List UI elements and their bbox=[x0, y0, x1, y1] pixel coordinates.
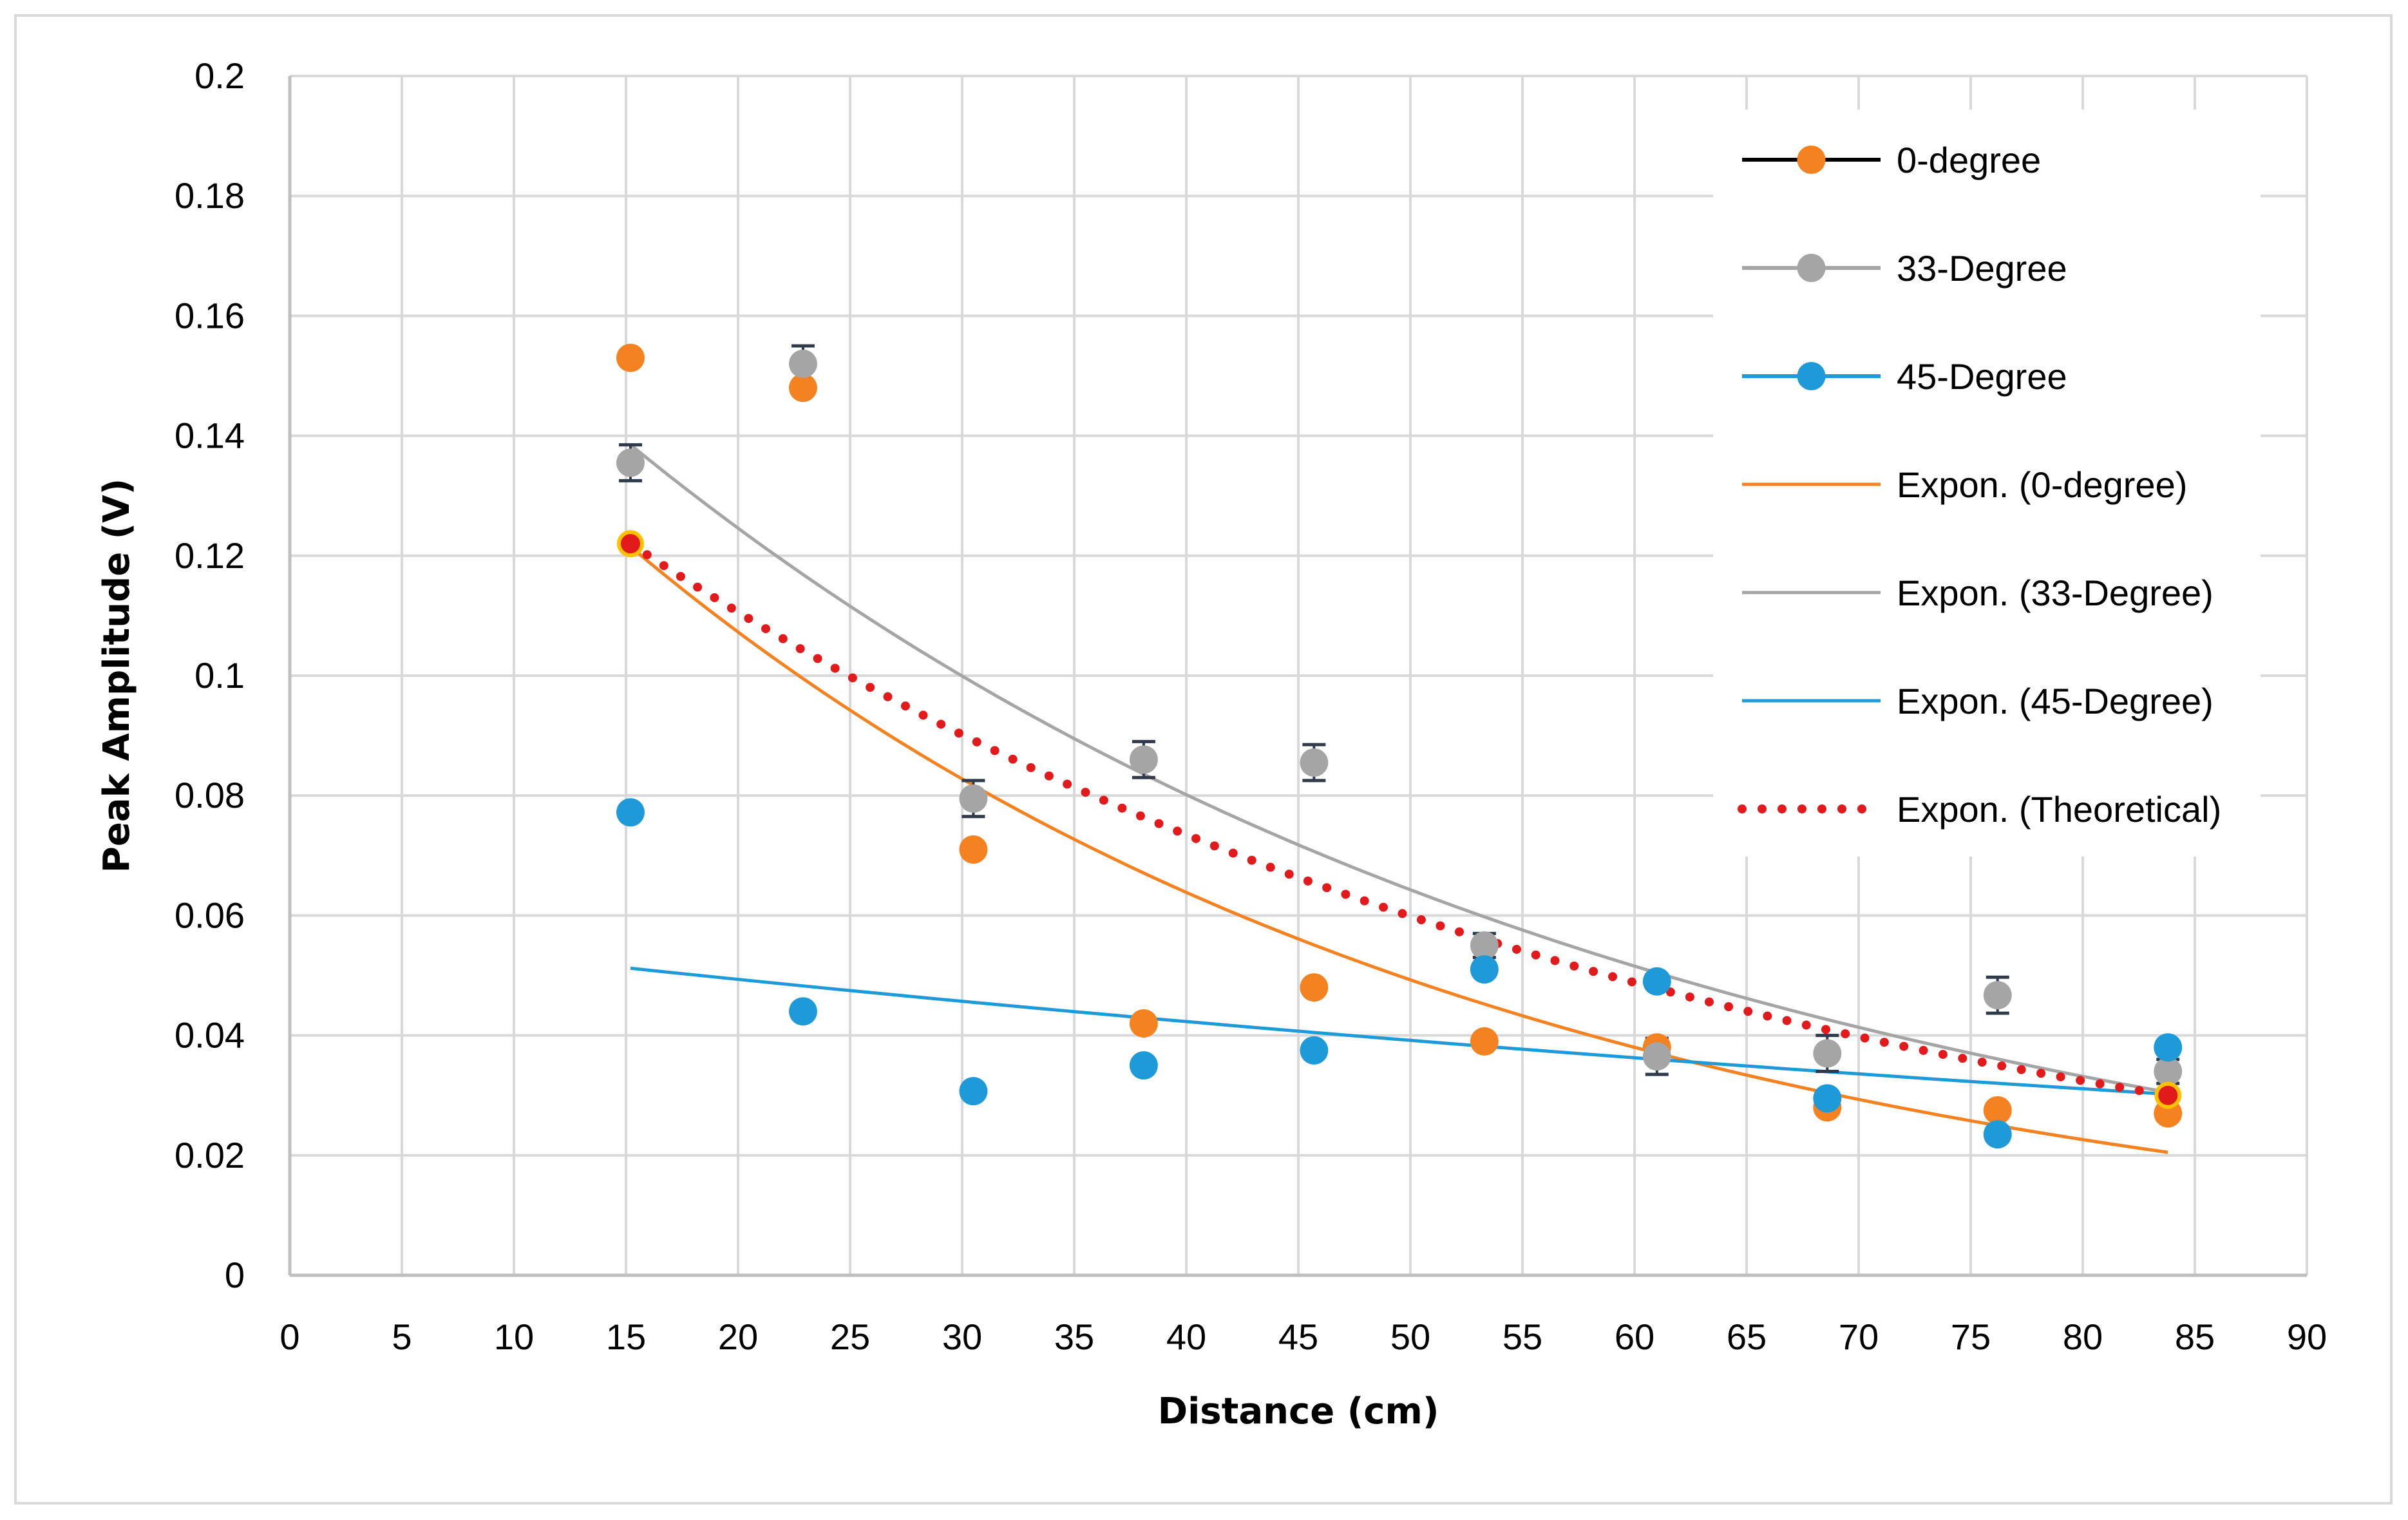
data-point-0 bbox=[1300, 973, 1329, 1002]
data-point-0 bbox=[1983, 1096, 2012, 1125]
data-point-1 bbox=[1300, 748, 1329, 777]
x-tick-label: 70 bbox=[1839, 1316, 1879, 1357]
x-tick-label: 15 bbox=[606, 1316, 646, 1357]
x-axis-title: Distance (cm) bbox=[1158, 1391, 1439, 1432]
y-tick-label: 0.14 bbox=[175, 415, 245, 456]
data-point-0 bbox=[1470, 1027, 1499, 1056]
legend-swatch-marker bbox=[1797, 146, 1826, 174]
data-point-2 bbox=[788, 997, 817, 1026]
x-tick-label: 5 bbox=[392, 1316, 412, 1357]
y-axis-title: Peak Amplitude (V) bbox=[96, 479, 138, 873]
data-point-theoretical bbox=[616, 530, 644, 558]
x-tick-label: 75 bbox=[1951, 1316, 1991, 1357]
data-point-1 bbox=[1129, 745, 1158, 774]
y-tick-label: 0.18 bbox=[175, 175, 245, 216]
x-tick-label: 80 bbox=[2063, 1316, 2103, 1357]
x-tick-label: 10 bbox=[494, 1316, 534, 1357]
legend-label: Expon. (Theoretical) bbox=[1897, 789, 2221, 830]
y-tick-label: 0.1 bbox=[194, 655, 245, 696]
data-point-1 bbox=[788, 349, 817, 378]
trendline-3 bbox=[626, 539, 2173, 1100]
trendline-2 bbox=[630, 966, 2168, 1096]
data-point-1 bbox=[959, 784, 988, 813]
legend-label: 45-Degree bbox=[1897, 356, 2067, 397]
x-tick-label: 35 bbox=[1054, 1316, 1094, 1357]
y-tick-label: 0.06 bbox=[175, 895, 245, 935]
y-tick-label: 0 bbox=[225, 1255, 245, 1295]
x-tick-label: 0 bbox=[280, 1316, 299, 1357]
x-tick-label: 30 bbox=[942, 1316, 982, 1357]
legend-swatch-marker bbox=[1797, 362, 1826, 390]
legend-label: Expon. (0-degree) bbox=[1897, 464, 2187, 505]
x-tick-label: 40 bbox=[1166, 1316, 1206, 1357]
data-point-theoretical bbox=[2154, 1081, 2182, 1109]
data-point-0 bbox=[959, 835, 988, 864]
legend-label: Expon. (33-Degree) bbox=[1897, 573, 2214, 613]
data-point-2 bbox=[2154, 1033, 2183, 1062]
x-tick-label: 65 bbox=[1727, 1316, 1767, 1357]
axes: 0 5 10 15 20 25 30 35 40 45 50 55 60 65 70 75 80 85 90 0 0.0… bbox=[175, 55, 2327, 1357]
data-point-2 bbox=[959, 1077, 988, 1106]
x-tick-label: 60 bbox=[1615, 1316, 1654, 1357]
data-point-1 bbox=[616, 448, 645, 477]
data-point-1 bbox=[1470, 931, 1499, 960]
y-tick-label: 0.12 bbox=[175, 535, 245, 576]
data-points bbox=[616, 343, 2183, 1149]
data-point-2 bbox=[1129, 1051, 1158, 1080]
trendline-0 bbox=[629, 545, 2168, 1154]
data-point-2 bbox=[1470, 955, 1499, 984]
legend-label: 33-Degree bbox=[1897, 248, 2067, 289]
data-point-1 bbox=[1813, 1039, 1842, 1068]
x-tick-label: 55 bbox=[1503, 1316, 1542, 1357]
data-point-0 bbox=[616, 343, 645, 372]
y-tick-label: 0.04 bbox=[175, 1015, 245, 1056]
data-point-2 bbox=[1642, 967, 1671, 996]
legend-swatch-marker bbox=[1797, 254, 1826, 282]
legend: 0-degree 33-Degree 45-Degree Expon. (0-degr… bbox=[1713, 109, 2261, 857]
data-point-2 bbox=[1813, 1084, 1842, 1113]
data-point-0 bbox=[788, 374, 817, 403]
x-tick-label: 20 bbox=[718, 1316, 758, 1357]
x-tick-label: 50 bbox=[1390, 1316, 1430, 1357]
trendlines bbox=[626, 443, 2173, 1154]
gridlines bbox=[290, 75, 2308, 1275]
trendline-1 bbox=[629, 443, 2168, 1094]
y-tick-label: 0.16 bbox=[175, 295, 245, 336]
data-point-1 bbox=[1983, 981, 2012, 1010]
legend-label: 0-degree bbox=[1897, 140, 2041, 180]
data-point-0 bbox=[1129, 1009, 1158, 1038]
y-tick-label: 0.08 bbox=[175, 775, 245, 815]
x-tick-label: 25 bbox=[830, 1316, 870, 1357]
data-point-2 bbox=[1300, 1036, 1329, 1065]
legend-label: Expon. (45-Degree) bbox=[1897, 681, 2214, 721]
data-point-2 bbox=[616, 798, 645, 827]
data-point-2 bbox=[1983, 1120, 2012, 1149]
x-tick-label: 85 bbox=[2175, 1316, 2215, 1357]
y-tick-label: 0.02 bbox=[175, 1135, 245, 1175]
data-point-1 bbox=[2154, 1057, 2183, 1086]
data-point-1 bbox=[1642, 1042, 1671, 1071]
y-tick-label: 0.2 bbox=[194, 55, 245, 96]
x-tick-label: 45 bbox=[1278, 1316, 1318, 1357]
x-tick-label: 90 bbox=[2287, 1316, 2327, 1357]
